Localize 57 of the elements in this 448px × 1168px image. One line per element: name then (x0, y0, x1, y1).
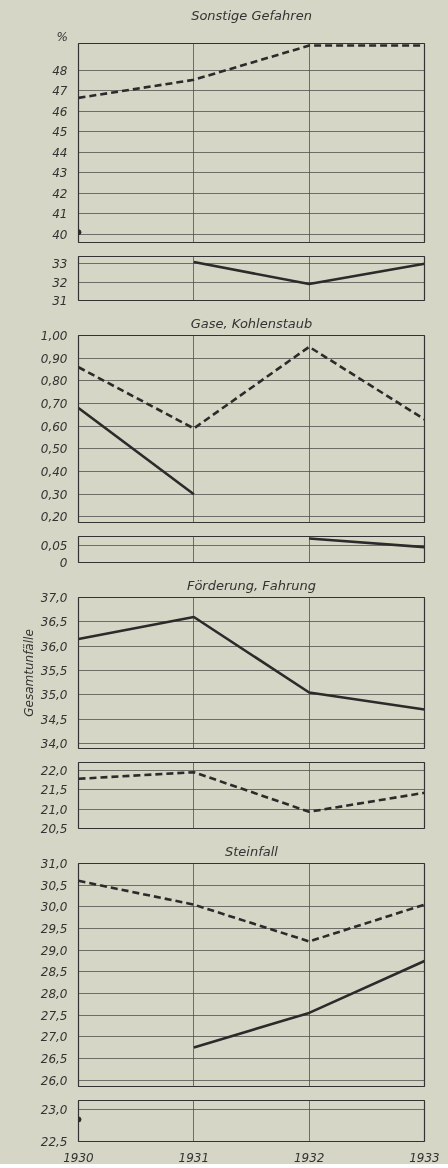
y-tick-label: 22,5 (40, 1135, 68, 1149)
y-tick-label: 0,50 (40, 442, 68, 457)
y-tick-label: 0 (59, 556, 68, 570)
y-tick-label: 47 (52, 84, 68, 99)
y-tick-label: 0,60 (40, 419, 68, 434)
y-tick-label: 40 (52, 227, 68, 242)
x-tick-label: 1930 (63, 1150, 95, 1165)
y-tick-label: 34,5 (40, 712, 68, 727)
y-tick-label: 26,0 (40, 1073, 68, 1088)
y-tick-label: 0,80 (40, 374, 68, 389)
y-tick-label: 30,5 (40, 878, 68, 893)
y-tick-label: 48 (52, 63, 68, 78)
y-tick-label: 41 (52, 207, 68, 222)
x-tick-label: 1931 (178, 1150, 210, 1165)
y-tick-label: 23,0 (40, 1103, 68, 1118)
y-tick-label: 45 (52, 125, 68, 140)
y-tick-label: 28,0 (40, 986, 68, 1001)
chart-title: Förderung, Fahrung (186, 577, 317, 593)
x-tick-label: 1932 (293, 1150, 325, 1165)
y-tick-label: 20,5 (40, 822, 68, 836)
y-tick-label: 34,0 (40, 737, 68, 752)
y-tick-label: 43 (52, 166, 68, 181)
y-axis-title: Gesamtunfälle (21, 629, 36, 717)
y-tick-label: 46 (52, 104, 68, 119)
y-tick-label: 0,90 (40, 351, 68, 366)
y-tick-label: 36,5 (40, 615, 68, 630)
y-tick-label: 21,0 (40, 802, 68, 817)
y-tick-label: 22,0 (40, 763, 68, 778)
y-tick-label: 0,30 (40, 487, 68, 502)
y-tick-label: 31 (52, 294, 68, 308)
y-tick-label: 31,0 (40, 857, 68, 871)
y-tick-label: 29,5 (40, 921, 68, 936)
y-tick-label: 27,0 (40, 1030, 68, 1045)
y-tick-label: 30,0 (40, 900, 68, 915)
y-tick-label: 28,5 (40, 965, 68, 980)
y-tick-label: 0,20 (40, 510, 68, 525)
y-tick-label: 27,5 (40, 1008, 68, 1023)
y-tick-label: 42 (52, 186, 68, 201)
y-tick-label: 44 (52, 145, 68, 160)
y-tick-label: 0,70 (40, 397, 68, 411)
chart-title: Sonstige Gefahren (191, 7, 312, 23)
text: % (56, 29, 68, 44)
y-tick-label: 33 (52, 257, 68, 272)
y-tick-label: 35,0 (40, 688, 68, 703)
y-tick-label: 36,0 (40, 639, 68, 654)
chart-title: Steinfall (225, 843, 279, 859)
y-tick-label: 29,0 (40, 943, 68, 958)
y-tick-label: 0,40 (40, 465, 68, 479)
chart-title: Gase, Kohlenstaub (190, 315, 313, 331)
y-tick-label: 37,0 (40, 591, 68, 605)
y-tick-label: 32 (52, 275, 68, 290)
y-tick-label: 26,5 (40, 1051, 68, 1066)
x-tick-label: 1933 (409, 1150, 440, 1165)
y-tick-label: 21,5 (40, 783, 68, 798)
y-tick-label: 35,5 (40, 664, 68, 679)
y-tick-label: 1,00 (40, 329, 68, 343)
y-tick-label: 0,05 (40, 538, 68, 553)
